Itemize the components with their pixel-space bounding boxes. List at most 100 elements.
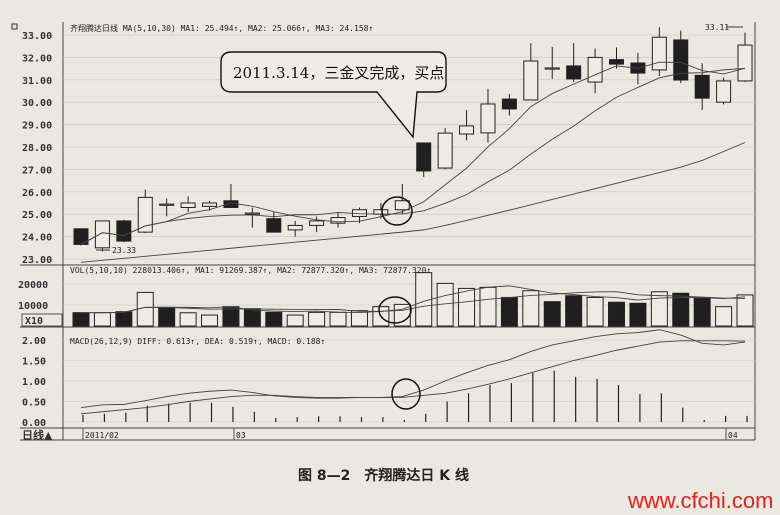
ma5-line	[80, 61, 746, 245]
volume-bar	[265, 311, 283, 327]
highlight-circle	[381, 196, 413, 226]
y-tick-label: 23.00	[22, 255, 52, 266]
figure-caption: 图 8—2 齐翔腾达日 K 线	[298, 467, 469, 484]
candle-down	[116, 220, 132, 242]
volume-bar	[736, 294, 754, 327]
volume-bar	[72, 312, 90, 327]
candle-down	[266, 218, 282, 233]
candle-up	[287, 224, 303, 231]
volume-bar	[543, 301, 561, 327]
y-tick-label: 28.00	[22, 143, 52, 154]
candle-up	[651, 36, 667, 71]
x-tick-label: 03	[236, 431, 246, 440]
candle-up	[180, 202, 196, 208]
chart-frame	[11, 22, 756, 441]
volume-bar	[629, 302, 647, 327]
vol-ma5-line	[81, 285, 746, 314]
period-selector[interactable]: 日线▲	[22, 428, 53, 442]
vol-header: VOL(5,10,10) 228013.406↑, MA1: 91269.387…	[70, 266, 431, 275]
vol-unit-label: X10	[25, 316, 43, 327]
callout-text: 2011.3.14，三金叉完成，买点	[233, 64, 444, 82]
volume-bar	[715, 306, 733, 327]
volume-bar	[179, 312, 197, 327]
volume-bars	[72, 272, 754, 327]
volume-bar	[350, 310, 368, 327]
low-label: 23.33	[112, 246, 136, 255]
candle-up	[159, 203, 175, 206]
grid	[63, 34, 755, 423]
volume-bar	[479, 286, 497, 327]
y-tick-label: 25.00	[22, 210, 52, 221]
high-label: 33.11	[705, 23, 729, 32]
candle-up	[330, 217, 346, 224]
y-tick-label: 33.00	[22, 31, 52, 42]
volume-bar	[650, 291, 668, 327]
main-header: 齐翔腾达日线 MA(5,10,30) MA1: 25.494↑, MA2: 25…	[70, 23, 373, 33]
volume-bar	[522, 290, 540, 327]
y-tick-label: 31.00	[22, 76, 52, 87]
candle-up	[480, 103, 496, 134]
candle-up	[373, 209, 389, 215]
window-icon[interactable]	[11, 23, 18, 30]
candle-down	[566, 65, 582, 80]
candle-up	[394, 200, 410, 211]
volume-bar	[458, 287, 476, 327]
candle-down	[694, 74, 710, 99]
candle-up	[716, 80, 732, 103]
y-tick-label: 0.50	[22, 398, 46, 409]
y-tick-label: 2.00	[22, 336, 46, 347]
volume-bar	[222, 306, 240, 327]
macd-header: MACD(26,12,9) DIFF: 0.613↑, DEA: 0.519↑,…	[70, 337, 325, 346]
volume-bar	[243, 308, 261, 327]
volume-bar	[693, 297, 711, 327]
y-tick-label: 10000	[18, 301, 48, 312]
dea-line	[80, 340, 746, 415]
vol-ma10-line	[81, 291, 746, 314]
y-tick-label: 32.00	[22, 53, 52, 64]
volume-bar	[93, 312, 111, 327]
candle-up	[202, 202, 218, 207]
candle-down	[416, 142, 432, 172]
volume-bar	[500, 296, 518, 327]
candle-up	[437, 132, 453, 169]
candle-up	[459, 125, 475, 135]
candle-up	[137, 196, 153, 233]
y-tick-label: 30.00	[22, 98, 52, 109]
y-tick-label: 20000	[18, 280, 48, 291]
callout-bubble: 2011.3.14，三金叉完成，买点	[220, 51, 447, 139]
x-tick-label: 04	[728, 431, 738, 440]
volume-bar	[286, 314, 304, 327]
highlight-circle	[391, 378, 421, 410]
highlight-circle	[378, 296, 412, 324]
volume-bar	[308, 311, 326, 327]
candle-down	[673, 39, 689, 81]
volume-bar	[586, 296, 604, 327]
candle-up	[309, 220, 325, 226]
y-tick-label: 29.00	[22, 121, 52, 132]
candle-down	[501, 98, 517, 110]
candle-up	[737, 44, 753, 82]
candle-down	[609, 59, 624, 65]
volume-bar	[158, 306, 176, 327]
y-tick-label: 0.00	[22, 418, 46, 429]
volume-bar	[329, 311, 347, 327]
candle-up	[94, 220, 110, 249]
vol-unit-box	[21, 313, 63, 327]
volume-bar	[415, 272, 433, 327]
y-tick-label: 27.00	[22, 165, 52, 176]
candle-up	[244, 212, 260, 215]
ma10-line	[80, 67, 746, 245]
ma-lines	[80, 61, 746, 263]
x-ticks: 2011/02 03 04	[82, 428, 738, 440]
candle-up	[587, 56, 603, 83]
macd-panel	[80, 329, 748, 422]
volume-bar	[672, 292, 690, 327]
watermark: www.cfchi.com	[627, 488, 773, 513]
volume-bar	[115, 311, 133, 327]
candle-up	[523, 60, 539, 101]
x-tick-label: 2011/02	[85, 431, 119, 440]
y-ticks: 33.00 32.00 31.00 30.00 29.00 28.00 27.00 26.00…	[18, 31, 52, 429]
candles	[73, 27, 753, 252]
volume-bar	[608, 301, 625, 327]
